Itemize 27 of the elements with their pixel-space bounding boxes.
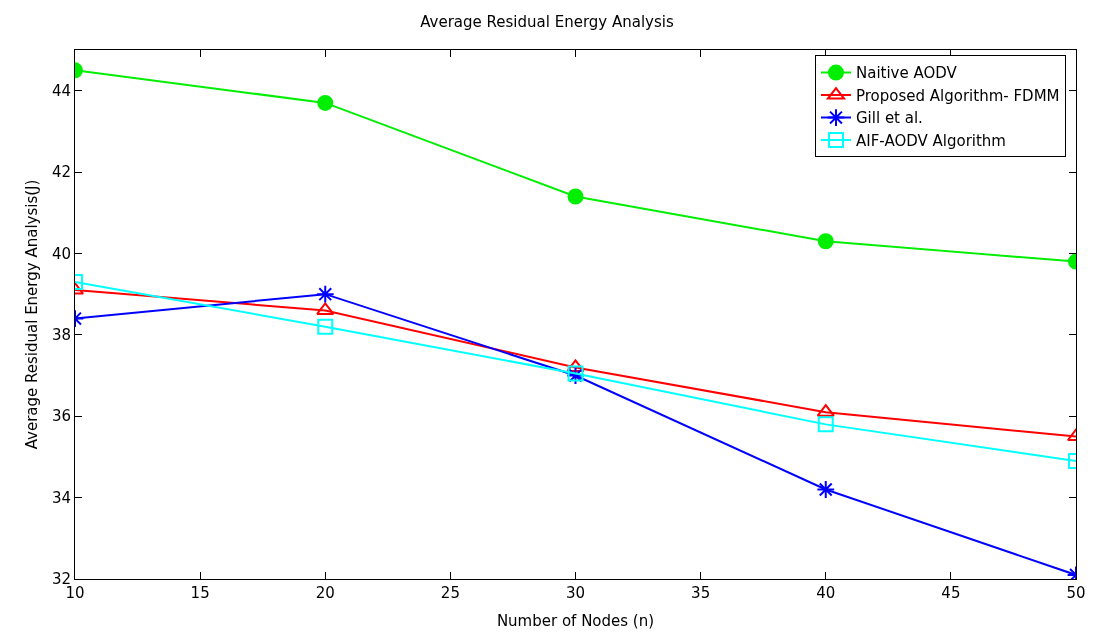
legend-label: Proposed Algorithm- FDMM	[855, 86, 1060, 105]
y-tick-label: 42	[51, 163, 71, 182]
chart-title: Average Residual Energy Analysis	[420, 12, 674, 31]
legend-label: Naitive AODV	[855, 64, 958, 83]
point	[567, 188, 584, 205]
x-tick-label: 25	[440, 584, 460, 602]
x-tick-label: 50	[1066, 584, 1086, 602]
x-tick-label: 20	[315, 584, 335, 602]
x-tick-label: 15	[190, 584, 210, 602]
y-tick-label: 34	[51, 488, 71, 507]
x-axis-title: Number of Nodes (n)	[496, 612, 655, 630]
x-tick-label: 45	[941, 584, 961, 602]
y-axis-title: Average Residual Energy Analysis(J)	[23, 179, 42, 450]
legend-label: AIF-AODV Algorithm	[855, 131, 1006, 150]
x-tick-label: 40	[816, 584, 836, 602]
y-tick-label: 38	[51, 326, 71, 345]
point	[817, 416, 834, 433]
legend-label: Gill et al.	[855, 109, 923, 128]
point	[317, 94, 334, 111]
y-tick-label: 44	[51, 81, 71, 100]
x-tick-label: 35	[691, 584, 711, 602]
x-tick-label: 10	[65, 584, 85, 602]
y-tick-label: 36	[51, 407, 71, 426]
x-tick-label: 30	[565, 584, 586, 602]
point	[317, 318, 334, 335]
point	[817, 233, 834, 250]
y-tick-label: 40	[51, 244, 71, 263]
